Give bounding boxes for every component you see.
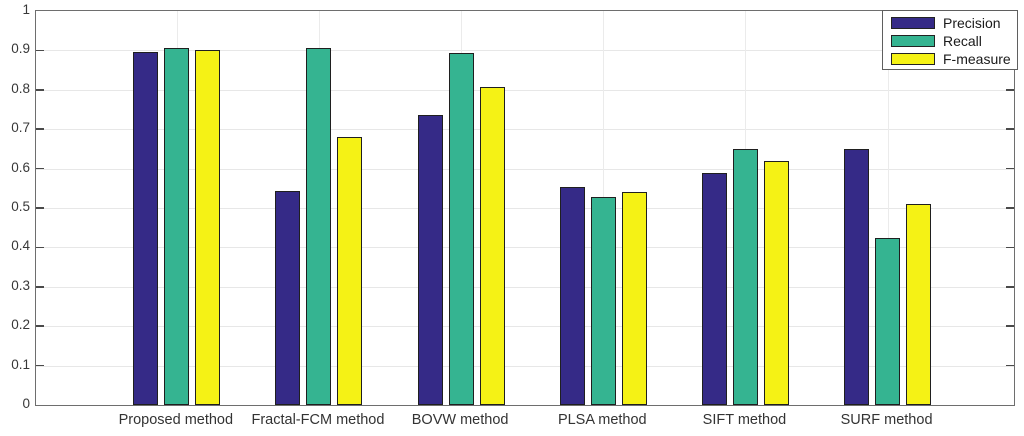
x-category-label: SURF method [840,412,933,428]
y-tick-mark [36,207,44,209]
y-tick-label: 1 [22,2,30,17]
gridline-horizontal [36,168,1014,170]
y-tick-mark [1006,207,1014,209]
gridline-horizontal [36,365,1014,367]
y-tick-mark [36,325,44,327]
y-tick-label: 0.9 [11,41,30,57]
bar-f-measure-fractal-fcm-method [337,137,363,405]
legend: Precision Recall F-measure [882,9,1018,70]
y-tick-label: 0.1 [11,356,30,372]
plot-area: Precision Recall F-measure [35,9,1018,406]
y-tick-label: 0.7 [11,120,30,136]
legend-label: Precision [943,15,1001,31]
y-tick-mark [36,128,44,130]
gridline-horizontal [36,129,1014,131]
x-category-label: PLSA method [557,412,647,428]
bar-precision-bovw-method [417,115,443,405]
y-tick-label: 0.3 [11,277,30,293]
y-tick-label: 0.4 [11,238,30,254]
y-tick-mark [36,246,44,249]
y-tick-mark [36,49,44,52]
legend-item-recall: Recall [891,33,1017,50]
y-tick-mark [1006,246,1014,249]
bar-precision-fractal-fcm-method [275,190,301,405]
x-category-label: BOVW method [411,412,509,428]
x-category-label: Proposed method [118,412,234,428]
bar-recall-sift-method [732,148,758,405]
bar-recall-proposed-method [164,47,190,405]
x-axis: Proposed method Fractal-FCM method BOVW me… [0,411,1024,431]
bar-f-measure-bovw-method [479,87,505,405]
bar-recall-fractal-fcm-method [306,47,332,405]
y-tick-label: 0.2 [11,317,30,333]
gridline-horizontal [36,89,1014,91]
bar-f-measure-plsa-method [621,191,647,405]
x-category-label: SIFT method [702,412,787,428]
bar-f-measure-sift-method [763,161,789,405]
gridline-horizontal [36,247,1014,249]
legend-label: F-measure [943,51,1011,67]
y-tick-mark [36,167,44,170]
bar-f-measure-proposed-method [195,50,221,405]
bar-precision-sift-method [701,173,727,405]
x-category-label: Fractal-FCM method [251,412,385,428]
y-axis: 0 0.1 0.2 0.3 0.4 0.5 0.6 0.7 0.8 0.9 1 [0,0,30,436]
bar-precision-plsa-method [559,187,585,405]
y-tick-mark [1006,128,1014,130]
gridline-horizontal [36,286,1014,288]
y-tick-mark [1006,167,1014,170]
y-tick-mark [36,286,44,288]
y-tick-mark [1006,364,1014,367]
y-tick-label: 0.8 [11,80,30,96]
bar-precision-proposed-method [133,52,159,405]
bar-recall-bovw-method [448,52,474,405]
bar-precision-surf-method [844,149,870,405]
y-tick-label: 0.5 [11,199,30,214]
y-tick-mark [1006,89,1014,91]
gridline-horizontal [36,50,1014,52]
legend-swatch-f-measure [891,53,935,65]
y-tick-mark [1006,286,1014,288]
legend-item-precision: Precision [891,15,1017,32]
gridline-horizontal [36,326,1014,328]
y-tick-mark [36,364,44,367]
y-tick-label: 0 [22,396,30,411]
bar-recall-plsa-method [590,196,616,405]
legend-swatch-recall [891,35,935,47]
bar-f-measure-surf-method [906,203,932,405]
legend-swatch-precision [891,17,935,29]
legend-label: Recall [943,33,982,49]
bar-recall-surf-method [875,237,901,405]
y-tick-label: 0.6 [11,159,30,175]
y-tick-mark [36,89,44,91]
y-tick-mark [1006,325,1014,327]
gridline-vertical [887,11,889,405]
gridline-horizontal [36,208,1014,209]
legend-item-f-measure: F-measure [891,51,1017,68]
